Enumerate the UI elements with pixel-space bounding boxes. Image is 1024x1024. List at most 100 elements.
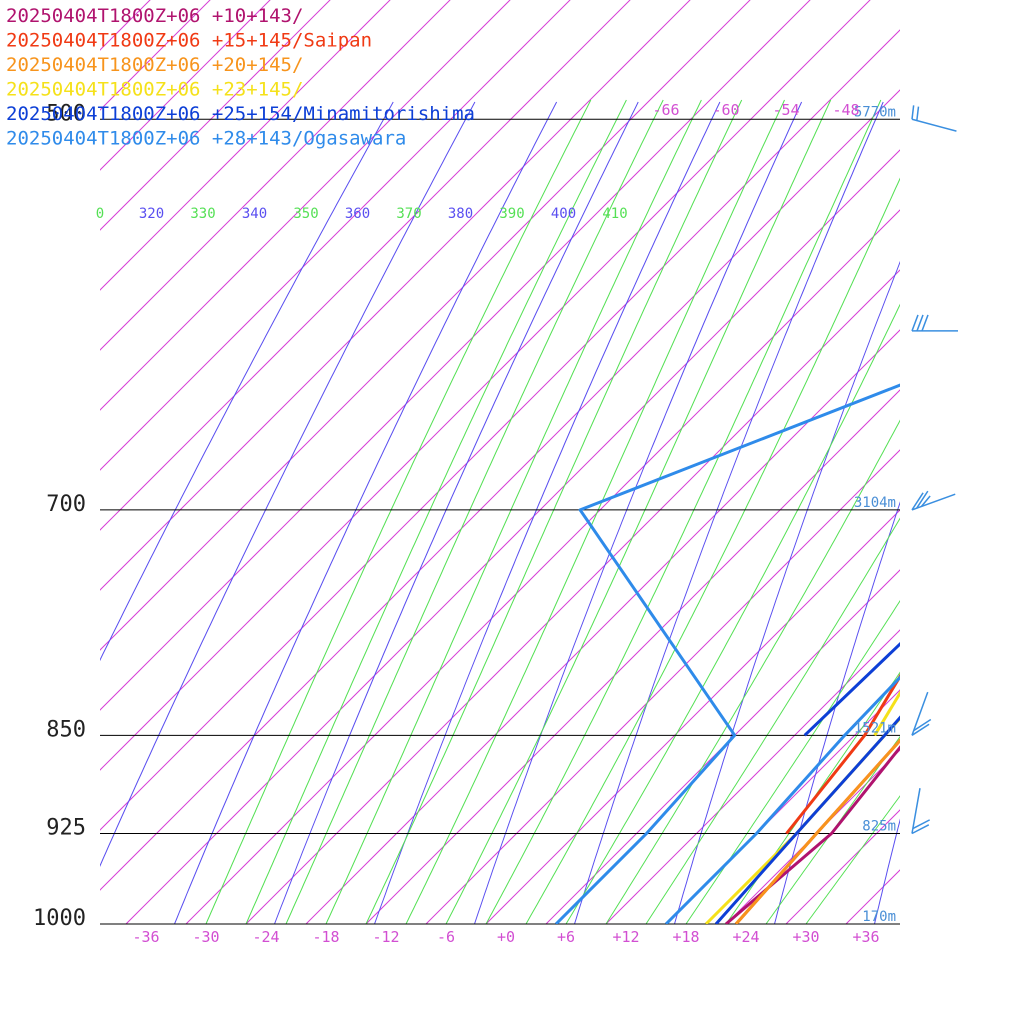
- moist-adiabat: [325, 99, 702, 924]
- theta-label: 330: [190, 206, 215, 222]
- isotherm: [605, 629, 900, 924]
- axis-labels: 100150200250300500700850925100016427m139…: [33, 101, 896, 946]
- height-label: 1521m: [854, 720, 896, 736]
- theta-label: 340: [242, 206, 267, 222]
- moist-adiabat: [285, 99, 664, 924]
- height-label: 825m: [862, 818, 896, 834]
- temperature-tick-label: +24: [732, 928, 759, 946]
- isotherm: [485, 509, 900, 924]
- isotherm: [185, 209, 900, 924]
- isobars: [100, 118, 900, 925]
- dry-adiabat: [274, 101, 639, 924]
- pressure-label: 700: [46, 492, 86, 517]
- temperature-tick-label: +30: [792, 928, 819, 946]
- moist-adiabat: [445, 99, 832, 924]
- legend-entry-0: 20250404T1800Z+06 +10+143/: [6, 5, 303, 27]
- theta-label: 360: [345, 206, 370, 222]
- temperature-tick-label: +6: [557, 928, 575, 946]
- isotherm: [125, 149, 900, 924]
- wind-barb: [911, 691, 932, 736]
- height-label: 170m: [862, 909, 896, 925]
- dry-adiabat: [674, 260, 900, 924]
- dry-adiabat: [374, 101, 721, 924]
- wind-barb: [911, 314, 958, 332]
- moist-adiabat: [565, 303, 900, 924]
- legend: 20250404T1800Z+06 +10+143/20250404T1800Z…: [6, 5, 475, 150]
- legend-entry-2: 20250404T1800Z+06 +20+145/: [6, 54, 303, 76]
- legend-entry-4: 20250404T1800Z+06 +25+154/Minamitorishim…: [6, 103, 475, 125]
- temperature-tick-label: -36: [132, 928, 159, 946]
- isotherm: [100, 0, 751, 651]
- pressure-label: 500: [46, 101, 86, 126]
- theta-label: 320: [139, 206, 164, 222]
- isotherm: [100, 0, 511, 411]
- upper-temperature-label: -48: [832, 101, 859, 119]
- dry-adiabat: [174, 101, 558, 924]
- theta-label: 410: [602, 206, 627, 222]
- theta-label: 0: [96, 206, 104, 222]
- pressure-label: 850: [46, 717, 86, 742]
- temperature-tick-label: -12: [372, 928, 399, 946]
- moist-adiabat: [405, 99, 785, 924]
- moist-adiabat: [245, 99, 627, 924]
- theta-label: 370: [396, 206, 421, 222]
- series-5-temperature-line: [664, 675, 900, 924]
- isotherm: [245, 269, 900, 924]
- upper-temperature-label: -54: [772, 101, 799, 119]
- series-4-temperature-line: [714, 715, 900, 924]
- moist-adiabat: [685, 600, 900, 924]
- legend-entry-1: 20250404T1800Z+06 +15+145/Saipan: [6, 30, 372, 52]
- moist-adiabat: [605, 419, 900, 924]
- temperature-tick-label: -24: [252, 928, 279, 946]
- temperature-tick-label: -30: [192, 928, 219, 946]
- sounding-profiles: [554, 383, 900, 924]
- dry-adiabat: [100, 101, 476, 867]
- moist-adiabat: [765, 735, 900, 924]
- wind-barb: [911, 788, 931, 835]
- moist-adiabat: [365, 99, 743, 924]
- isotherm: [665, 689, 900, 924]
- temperature-tick-label: +12: [612, 928, 639, 946]
- moist-adiabat: [525, 177, 900, 924]
- isotherm: [100, 0, 871, 771]
- pressure-label: 1000: [33, 906, 86, 931]
- isotherm: [365, 389, 900, 924]
- isotherm: [100, 0, 691, 591]
- wind-barb: [911, 105, 957, 132]
- isotherm: [305, 329, 900, 924]
- theta-label: 400: [551, 206, 576, 222]
- background-grid: [100, 0, 900, 924]
- temperature-tick-label: +18: [672, 928, 699, 946]
- theta-label: 390: [499, 206, 524, 222]
- upper-temperature-label: -66: [652, 101, 679, 119]
- wind-barbs: [911, 105, 958, 835]
- dry-adiabat: [474, 101, 803, 924]
- theta-label: 380: [448, 206, 473, 222]
- moist-adiabat: [205, 99, 592, 924]
- series-5-dewpoint-line: [554, 383, 900, 924]
- isotherm: [425, 449, 900, 924]
- height-label: 5770m: [854, 104, 896, 120]
- temperature-tick-label: +0: [497, 928, 515, 946]
- isotherm: [100, 29, 900, 831]
- upper-temperature-label: -60: [712, 101, 739, 119]
- temperature-tick-label: -6: [437, 928, 455, 946]
- legend-entry-5: 20250404T1800Z+06 +28+143/Ogasawara: [6, 128, 406, 150]
- dry-adiabat: [574, 101, 884, 924]
- temperature-tick-label: -18: [312, 928, 339, 946]
- dry-adiabat: [774, 501, 900, 924]
- moist-adiabat: [645, 517, 900, 924]
- theta-label: 350: [293, 206, 318, 222]
- isotherm: [100, 0, 631, 531]
- legend-entry-3: 20250404T1800Z+06 +23+145/: [6, 79, 303, 101]
- series-1-dewpoint-line: [785, 673, 900, 835]
- isotherm: [100, 0, 811, 711]
- wind-barb: [911, 490, 956, 511]
- dry-adiabat: [100, 101, 394, 662]
- temperature-tick-label: +36: [852, 928, 879, 946]
- pressure-label: 925: [46, 815, 86, 840]
- isotherm: [100, 0, 571, 471]
- moist-adiabat: [725, 671, 900, 924]
